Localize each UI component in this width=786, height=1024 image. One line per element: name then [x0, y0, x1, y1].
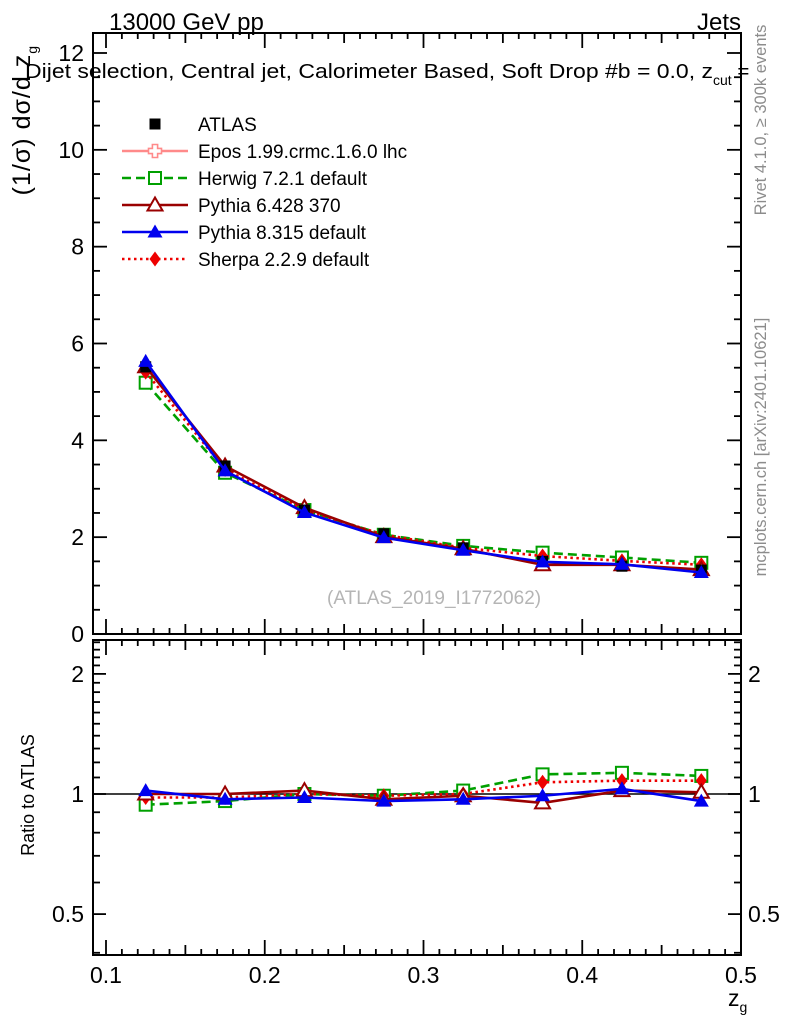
x-axis-title: zg [728, 985, 747, 1015]
subtitle-main-text: Dijet selection, Central jet, Calorimete… [25, 60, 713, 83]
mcplots-arxiv-note: mcplots.cern.ch [arXiv:2401.10621] [752, 318, 770, 577]
x-tick-label: 0.5 [725, 962, 757, 988]
x-tick-label: 0.2 [249, 962, 281, 988]
subtitle-tail: = [732, 60, 750, 83]
legend-label-sherpa: Sherpa 2.2.9 default [198, 250, 370, 271]
analysis-id-watermark: (ATLAS_2019_I1772062) [327, 588, 541, 609]
rivet-version-note: Rivet 4.1.0, ≥ 300k events [752, 25, 770, 216]
legend-symbol-epos [122, 143, 188, 159]
legend-symbol-herwig [122, 171, 188, 185]
ratio-y-tick-label-right: 2 [748, 661, 761, 687]
legend-label-herwig: Herwig 7.2.1 default [198, 169, 368, 190]
legend-symbol-atlas [149, 118, 161, 130]
ratio-panel-frame [92, 639, 742, 956]
x-tick-label: 0.1 [90, 962, 122, 988]
legend-label-pythia8: Pythia 8.315 default [198, 223, 367, 244]
beam-energy-title: 13000 GeV pp [109, 9, 264, 36]
legend-symbol-pythia8 [122, 224, 188, 238]
main-y-tick-label: 10 [58, 137, 84, 163]
legend: ATLAS Epos 1.99.crmc.1.6.0 lhc Herwig 7.… [122, 115, 407, 271]
ratio-y-tick-label-right: 1 [748, 781, 761, 807]
main-y-axis-title: (1/σ) dσ/d zg [8, 45, 40, 195]
main-panel-frame [92, 32, 742, 635]
axis-ticks [93, 33, 742, 955]
main-y-tick-label: 6 [71, 330, 84, 356]
ratio-y-tick-label-left: 1 [71, 781, 84, 807]
legend-symbols [122, 118, 188, 267]
process-title: Jets [697, 9, 741, 36]
panel-frames [92, 32, 742, 956]
ratio-y-axis-title: Ratio to ATLAS [18, 734, 38, 856]
x-tick-label: 0.3 [408, 962, 440, 988]
main-y-tick-label: 4 [71, 427, 84, 453]
plot-subtitle: Dijet selection, Central jet, Calorimete… [25, 60, 749, 88]
main-y-tick-label: 2 [71, 524, 84, 550]
main-y-tick-label: 8 [71, 234, 84, 260]
main-y-tick-label: 12 [58, 40, 84, 66]
ratio-y-tick-label-right: 0.5 [748, 901, 780, 927]
ratio-series-pythia8 [138, 781, 709, 807]
ratio-y-tick-label-left: 2 [71, 661, 84, 687]
legend-label-epos: Epos 1.99.crmc.1.6.0 lhc [198, 142, 407, 163]
legend-label-pythia6: Pythia 6.428 370 [198, 196, 341, 217]
subtitle-subscript: cut [713, 72, 732, 88]
main-y-tick-label: 0 [71, 621, 84, 647]
legend-symbol-pythia6 [122, 195, 188, 212]
legend-label-atlas: ATLAS [198, 115, 257, 136]
legend-symbol-sherpa [122, 251, 188, 267]
x-tick-label: 0.4 [566, 962, 598, 988]
main-series-pythia8 [138, 353, 709, 579]
ratio-y-tick-label-left: 0.5 [52, 901, 84, 927]
